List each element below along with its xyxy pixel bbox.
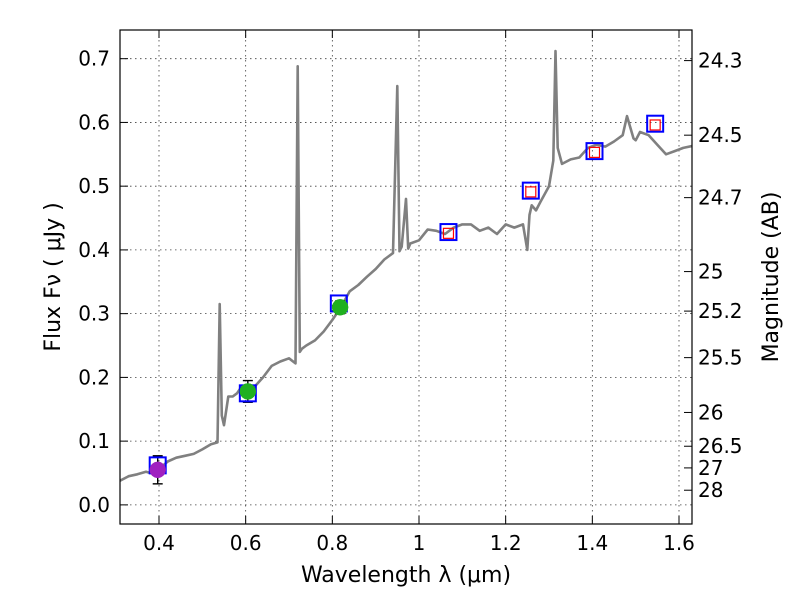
plot-frame: [119, 29, 693, 525]
x-tick-label: 0.8: [316, 531, 348, 555]
x-tick-label: 0.4: [143, 531, 175, 555]
right-tick-label: 25.2: [698, 299, 743, 323]
model-inner-square: [588, 146, 601, 158]
x-tick-label: 1: [413, 531, 426, 555]
model-flux-square: [585, 142, 604, 161]
spectrum-line: [120, 49, 692, 482]
right-tick-label: 25: [698, 260, 723, 284]
right-tick-label: 24.7: [698, 186, 743, 210]
model-inner-square: [649, 119, 661, 131]
y-tick-label: 0.6: [78, 110, 110, 134]
y-tick-label: 0.4: [78, 238, 110, 262]
y-tick-label: 0.3: [78, 302, 110, 326]
model-flux-square: [521, 181, 540, 200]
x-axis-label: Wavelength λ (μm): [301, 563, 511, 588]
y-tick-label: 0.7: [78, 47, 110, 71]
data-layer: [120, 49, 692, 485]
x-tick-label: 1.4: [576, 531, 608, 555]
y-tick-label: 0.2: [78, 365, 110, 389]
y-tick-label: 0.5: [78, 174, 110, 198]
right-axis-label: Magnitude (AB): [759, 192, 784, 363]
y-axis-label: Flux Fν ( μJy ): [41, 202, 66, 351]
grid: [120, 30, 692, 524]
right-tick-label: 24.5: [698, 123, 743, 147]
photometry-point: [149, 461, 166, 479]
y-tick-label: 0.0: [78, 493, 110, 517]
y-axis: 0.0 0.1 0.2 0.3 0.4 0.5 0.6 0.7: [78, 47, 128, 517]
x-tick-label: 0.6: [230, 531, 262, 555]
x-tick-label: 1.6: [663, 531, 695, 555]
model-flux-square: [646, 114, 665, 133]
right-tick-label: 26.5: [698, 434, 743, 458]
y-tick-label: 0.1: [78, 429, 110, 453]
model-inner-square: [442, 227, 455, 239]
x-axis: 0.4 0.6 0.8 1 1.2 1.4 1.6: [143, 30, 695, 555]
photometry-point: [239, 383, 257, 400]
right-tick-label: 24.3: [698, 49, 743, 73]
x-tick-label: 1.2: [490, 531, 522, 555]
photometry-point: [331, 299, 349, 316]
right-tick-label: 26: [698, 400, 723, 424]
model-flux-square: [439, 223, 458, 242]
right-tick-label: 25.5: [698, 346, 743, 370]
right-tick-label: 27: [698, 456, 723, 480]
model-inner-square: [525, 186, 537, 198]
right-tick-label: 28: [698, 478, 723, 502]
